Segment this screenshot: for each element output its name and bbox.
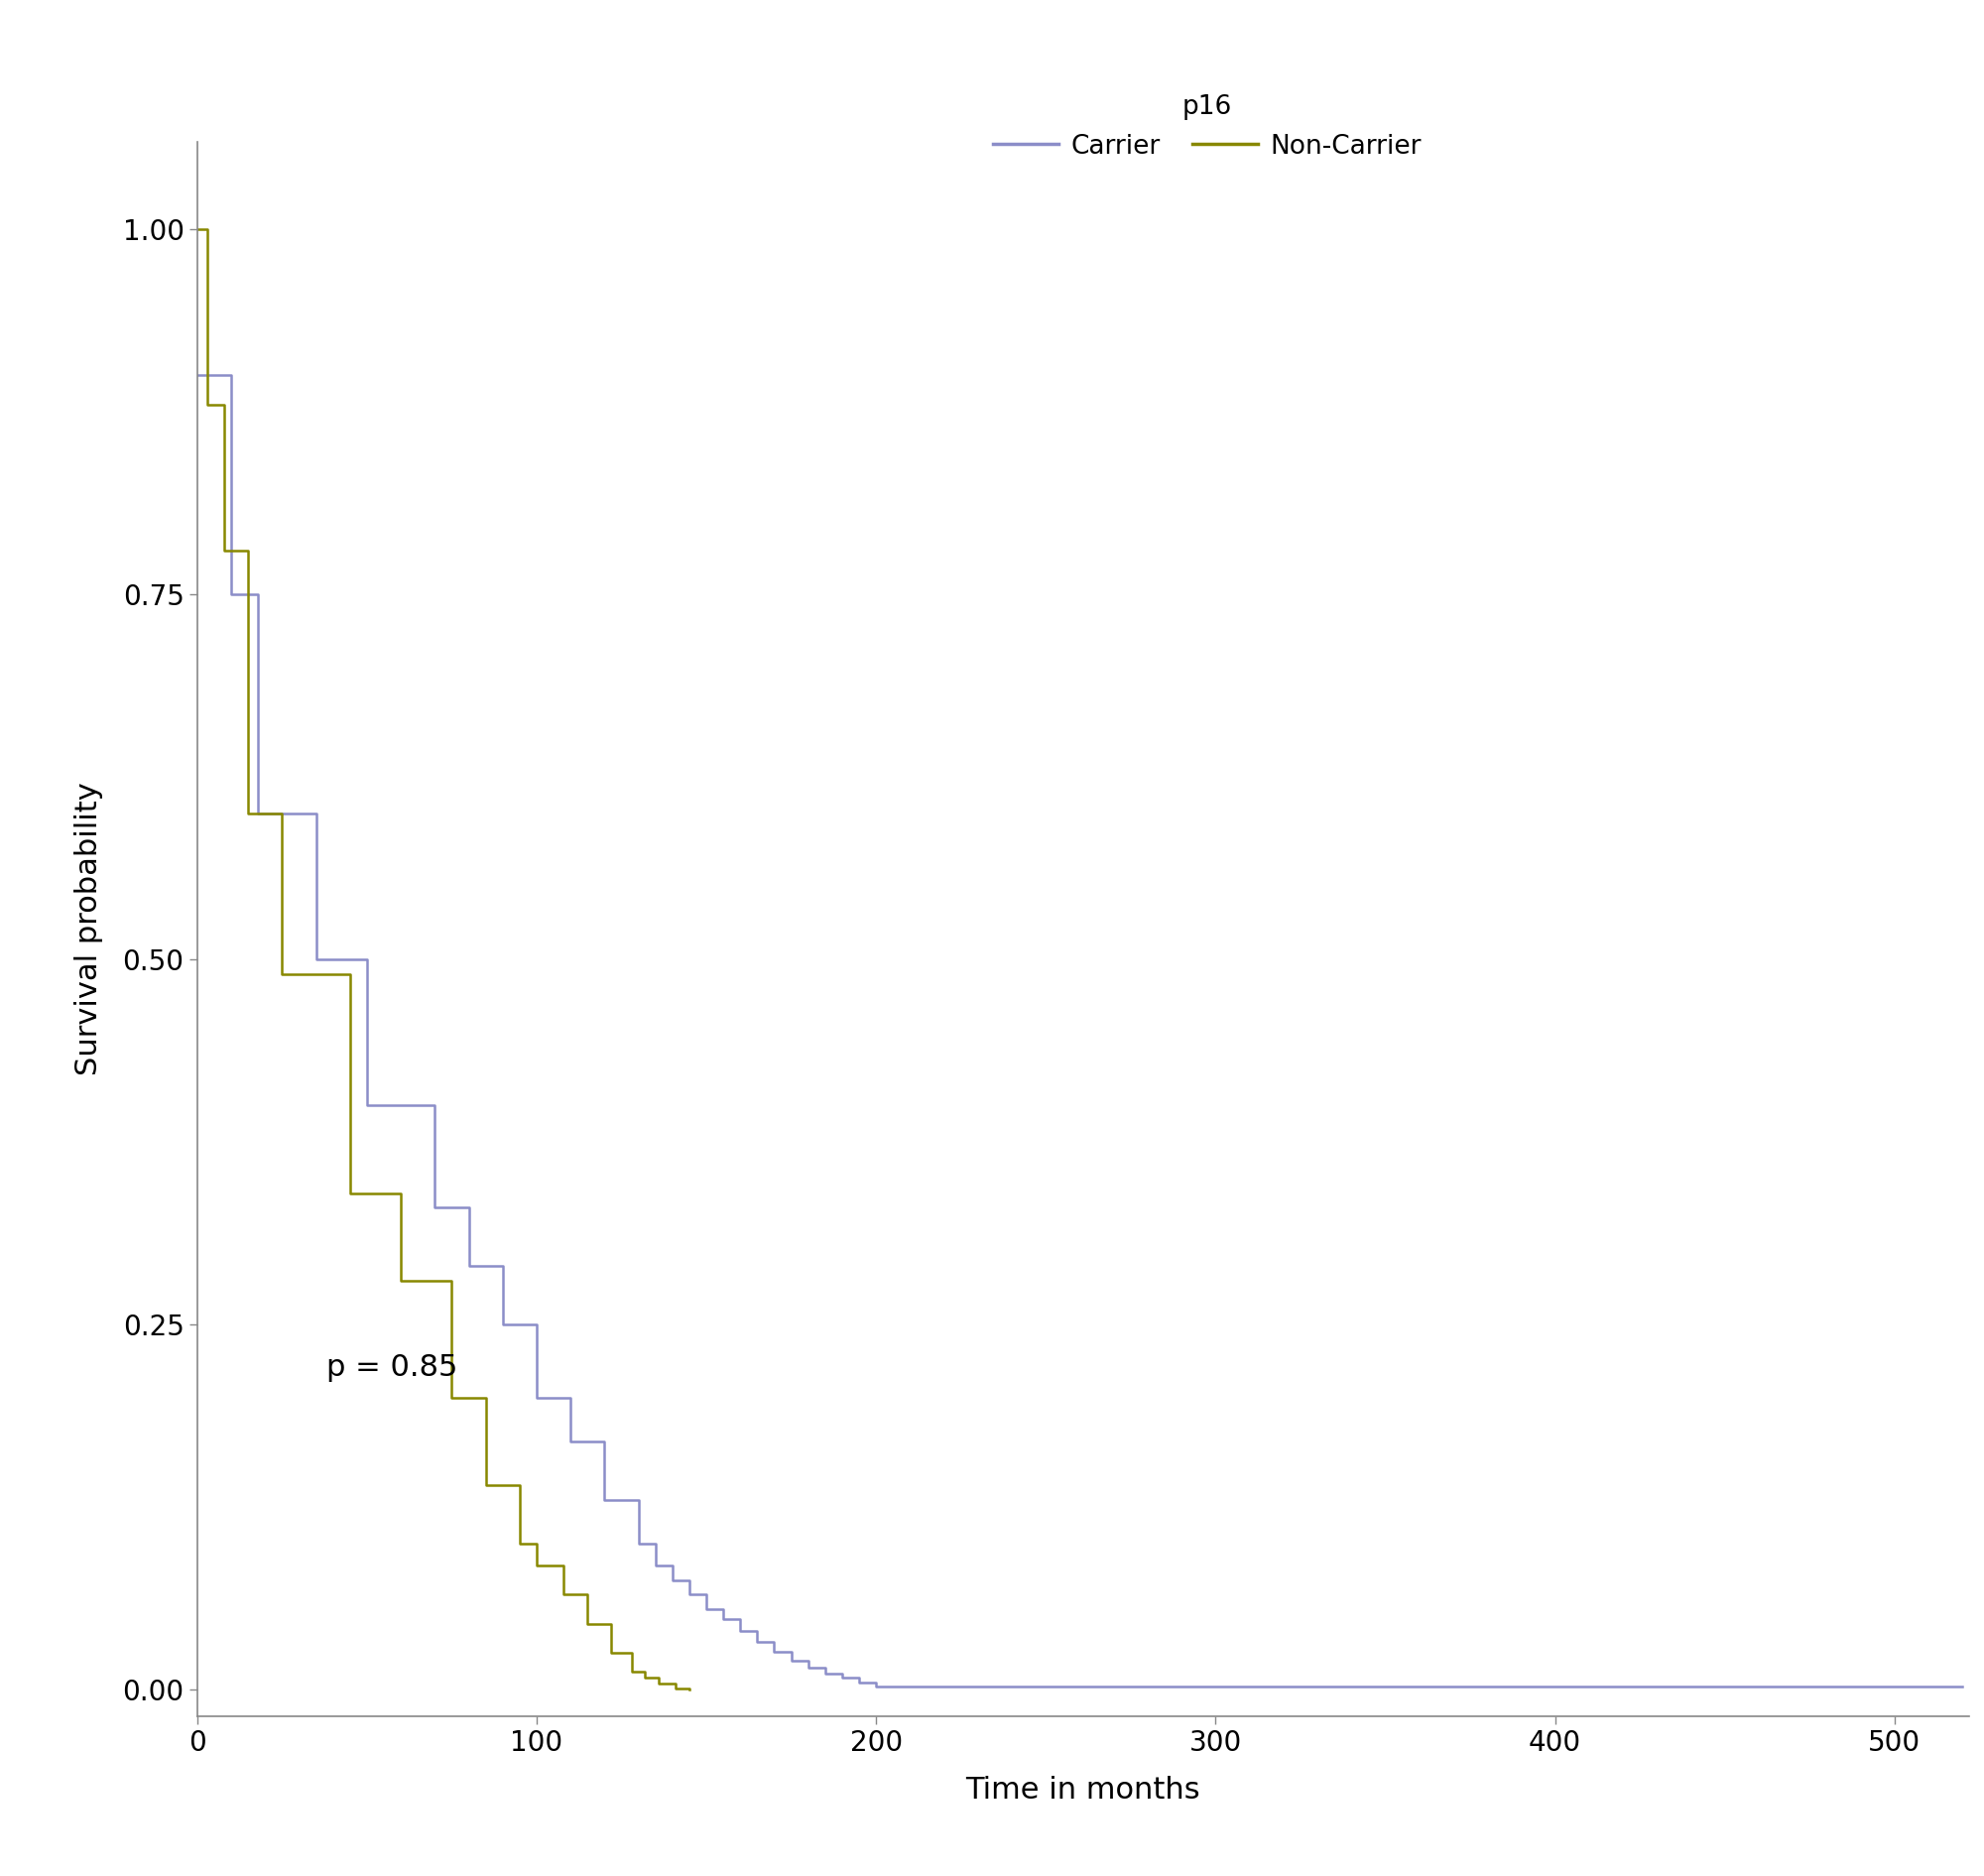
Carrier [829, 1666, 853, 1688]
Y-axis label: Survival probability: Survival probability [75, 782, 103, 1075]
Carrier [355, 1094, 379, 1116]
Non-Carrier [599, 1613, 623, 1636]
X-axis label: Time in months: Time in months [966, 1777, 1200, 1805]
Non-Carrier [389, 1182, 413, 1204]
Line: Non-Carrier: Non-Carrier [196, 229, 688, 1690]
Carrier [185, 364, 208, 386]
Non-Carrier [196, 394, 220, 416]
Non-Carrier [552, 1583, 575, 1606]
Carrier [865, 1675, 889, 1698]
Non-Carrier [270, 803, 294, 825]
Non-Carrier [524, 1533, 548, 1555]
Non-Carrier [474, 1475, 498, 1497]
Carrier [1950, 1675, 1974, 1698]
Non-Carrier [236, 540, 260, 563]
Line: Carrier: Carrier [196, 375, 1962, 1687]
Non-Carrier [185, 218, 208, 240]
Non-Carrier [677, 1679, 700, 1702]
Non-Carrier [575, 1583, 599, 1606]
Non-Carrier [524, 1553, 548, 1576]
Non-Carrier [575, 1613, 599, 1636]
Non-Carrier [508, 1533, 532, 1555]
Carrier [559, 1430, 583, 1452]
Non-Carrier [212, 394, 236, 416]
Non-Carrier [440, 1270, 464, 1293]
Non-Carrier [508, 1475, 532, 1497]
Non-Carrier [337, 1182, 361, 1204]
Non-Carrier [633, 1666, 657, 1688]
Carrier [1950, 1675, 1974, 1698]
Non-Carrier [633, 1660, 657, 1683]
Non-Carrier [665, 1673, 688, 1696]
Non-Carrier [619, 1642, 643, 1664]
Non-Carrier [647, 1666, 671, 1688]
Non-Carrier [337, 962, 361, 985]
Non-Carrier [552, 1553, 575, 1576]
Legend: Carrier, Non-Carrier: Carrier, Non-Carrier [982, 84, 1432, 169]
Non-Carrier [474, 1386, 498, 1409]
Non-Carrier [196, 218, 220, 240]
Text: p = 0.85: p = 0.85 [325, 1353, 458, 1381]
Non-Carrier [389, 1270, 413, 1293]
Non-Carrier [619, 1660, 643, 1683]
Carrier [246, 803, 270, 825]
Non-Carrier [236, 803, 260, 825]
Carrier [456, 1197, 480, 1219]
Non-Carrier [599, 1642, 623, 1664]
Non-Carrier [440, 1386, 464, 1409]
Non-Carrier [647, 1673, 671, 1696]
Non-Carrier [212, 540, 236, 563]
Non-Carrier [270, 962, 294, 985]
Non-Carrier [665, 1677, 688, 1700]
Non-Carrier [677, 1677, 700, 1700]
